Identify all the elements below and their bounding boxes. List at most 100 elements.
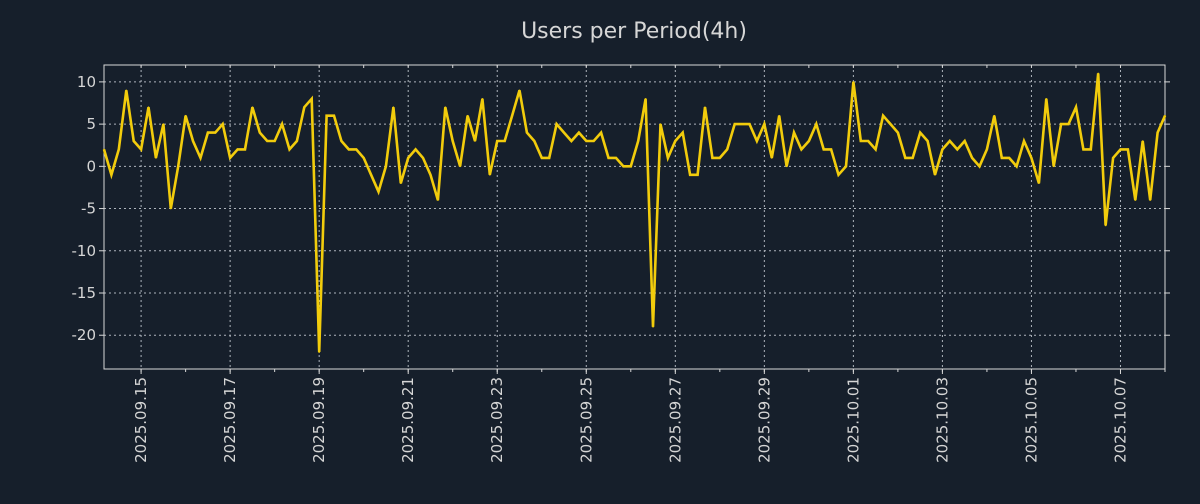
data-point [874,148,877,151]
data-point [1000,157,1003,159]
data-point [585,140,588,142]
data-point [1149,199,1151,201]
data-point [770,157,773,159]
data-point [533,140,536,142]
data-point [377,190,380,193]
x-tick-label: 2025.09.21 [399,377,417,463]
data-point [1156,131,1159,134]
data-point [845,165,847,168]
data-point [162,123,165,125]
data-point [704,106,706,109]
data-point [333,114,335,117]
x-tick-label: 2025.10.05 [1022,377,1040,463]
data-point [422,157,424,159]
chart-title: Users per Period(4h) [521,19,747,44]
data-point [407,157,410,159]
data-point [110,173,113,176]
data-point [919,131,921,134]
data-point [941,148,944,151]
x-tick-label: 2025.09.25 [577,377,595,463]
data-point [1097,72,1100,75]
x-tick-label: 2025.09.29 [755,377,773,463]
x-tick-label: 2025.09.23 [488,377,506,463]
data-point [629,165,632,168]
data-point [318,351,320,353]
x-tick-label: 2025.10.07 [1111,377,1129,463]
data-point [667,157,669,159]
data-point [674,140,677,142]
data-point [1075,106,1077,109]
data-point [303,106,306,109]
data-point [978,165,981,168]
data-point [1090,148,1092,151]
x-tick-label: 2025.09.15 [132,377,150,463]
data-point [578,131,580,134]
data-point [310,97,313,100]
data-point [1067,123,1070,125]
data-point [711,157,714,159]
data-point [889,123,892,125]
data-point [726,148,729,151]
data-point [125,89,128,92]
grid [104,65,1165,369]
data-point [785,165,788,168]
y-tick-label: -10 [72,242,97,260]
data-point [830,148,832,151]
data-point [229,157,231,159]
data-point [474,140,476,142]
data-point [1082,148,1085,151]
data-point [570,140,573,142]
data-point [451,140,454,142]
data-point [615,157,617,159]
data-point [956,148,959,151]
data-point [296,140,298,142]
data-point [348,148,350,151]
data-point [207,131,209,134]
data-point [600,131,602,134]
data-point [1164,114,1166,117]
data-point [236,148,239,151]
data-point [437,199,439,201]
data-point [540,157,543,159]
data-point [867,140,870,142]
data-point [719,157,721,159]
data-point [489,173,491,176]
data-point [1127,148,1129,151]
data-point [140,148,142,151]
x-tick-label: 2025.10.03 [933,377,951,463]
data-point [911,157,914,159]
data-point [1023,140,1025,142]
y-tick-label: -15 [72,284,97,302]
data-point [1052,165,1055,168]
data-point [481,97,484,100]
data-point [511,114,513,117]
data-point [652,325,654,328]
data-point [934,173,936,176]
data-point [800,148,803,151]
data-point [637,140,640,142]
y-tick-label: 0 [86,157,96,175]
data-point [444,106,447,109]
data-point [971,157,973,159]
data-point [355,148,358,151]
data-point [1134,199,1137,201]
data-point [414,148,417,151]
data-point [466,114,469,117]
data-point [778,114,780,117]
data-point [221,123,224,125]
data-point [503,140,506,142]
data-point [993,114,996,117]
data-point [1060,123,1062,125]
data-point [837,173,840,176]
data-point [118,148,120,151]
data-point [429,173,432,176]
data-point [399,182,402,185]
data-point [949,140,951,142]
data-point [904,157,907,159]
data-point [808,140,810,142]
y-tick-label: -5 [81,200,96,218]
data-point [793,131,795,134]
data-point [986,148,988,151]
data-point [177,165,179,168]
data-point [926,140,929,142]
